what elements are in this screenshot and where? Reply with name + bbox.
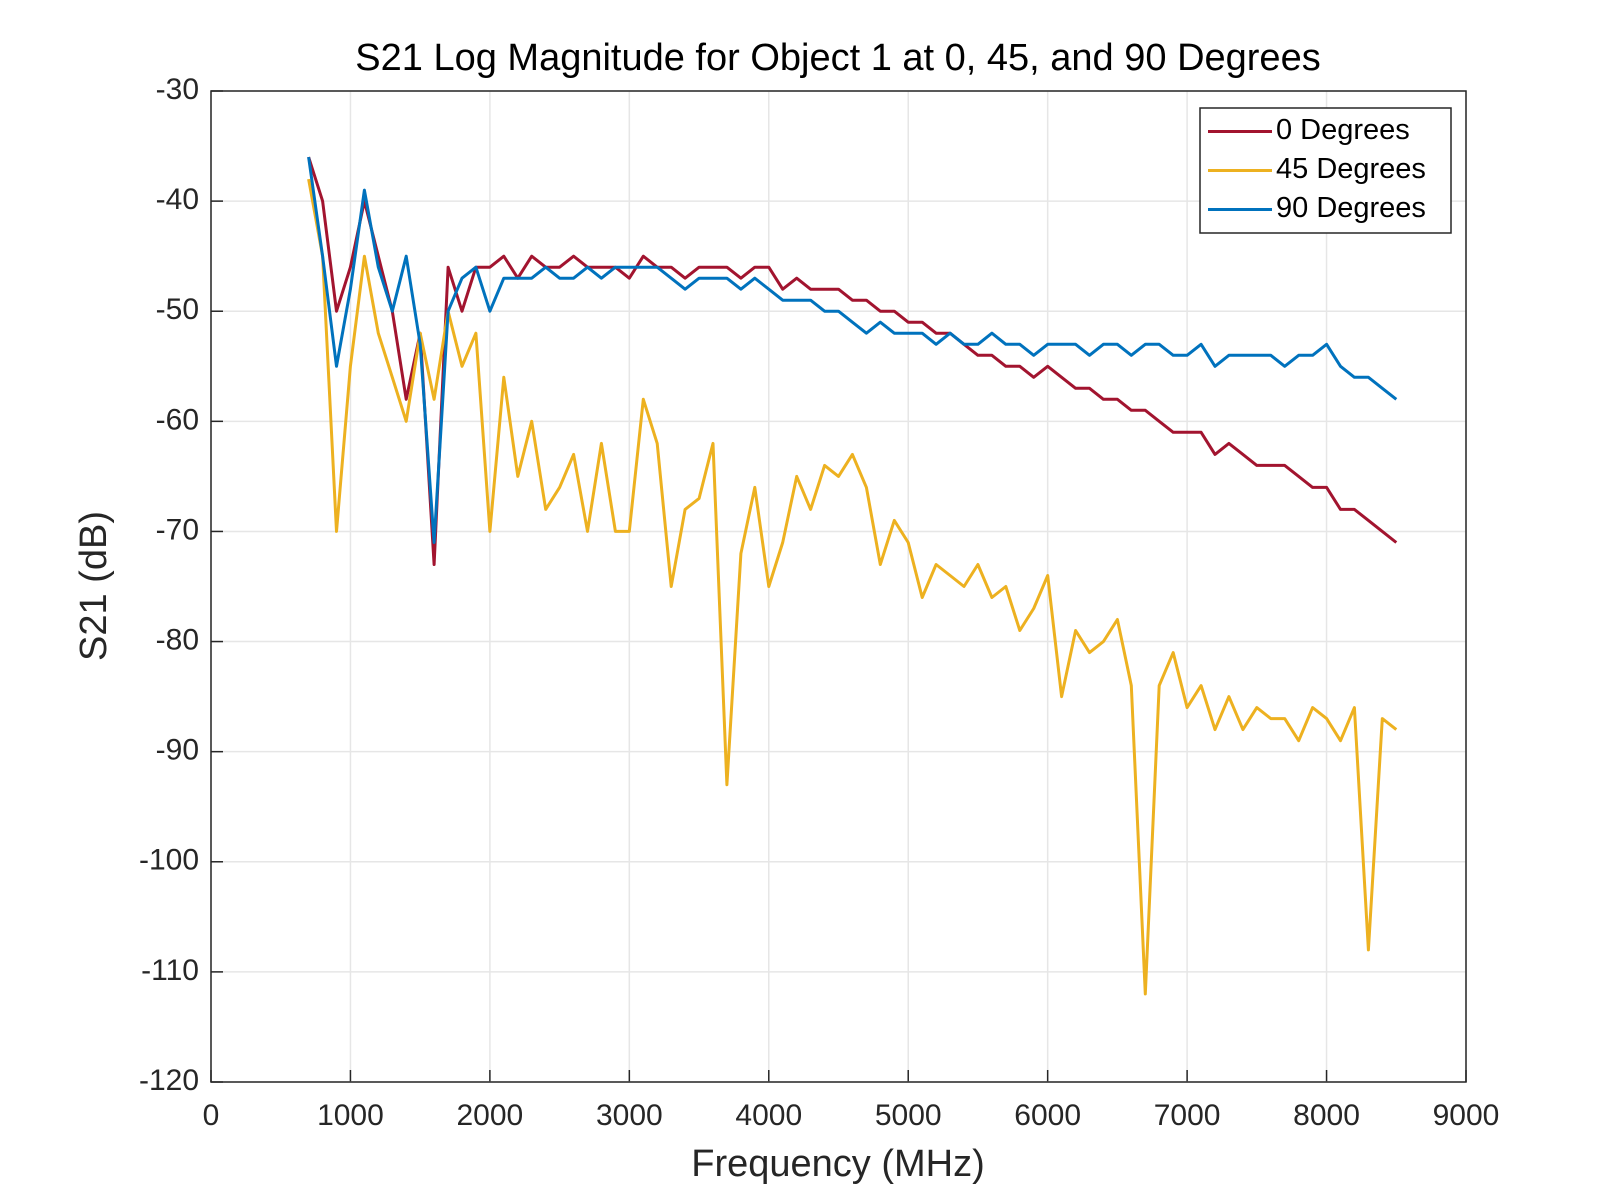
x-tick-label: 9000 — [1433, 1099, 1500, 1132]
y-tick-label: -120 — [139, 1064, 199, 1097]
y-tick-label: -70 — [156, 513, 199, 546]
x-tick-label: 0 — [203, 1099, 220, 1132]
legend: 0 Degrees 45 Degrees 90 Degrees — [1199, 107, 1452, 234]
x-tick-label: 8000 — [1293, 1099, 1360, 1132]
legend-label: 0 Degrees — [1276, 114, 1410, 146]
x-axis-label: Frequency (MHz) — [691, 1143, 985, 1185]
y-tick-label: -100 — [139, 844, 199, 877]
x-tick-label: 7000 — [1154, 1099, 1221, 1132]
y-tick-label: -80 — [156, 623, 199, 656]
x-tick-label: 5000 — [875, 1099, 942, 1132]
y-tick-label: -90 — [156, 734, 199, 767]
x-tick-label: 1000 — [317, 1099, 384, 1132]
data-line — [307, 178, 1398, 996]
data-line — [307, 156, 1398, 566]
data-line — [307, 156, 1398, 544]
x-tick-label: 2000 — [457, 1099, 524, 1132]
y-tick-label: -30 — [156, 73, 199, 106]
x-tick-label: 6000 — [1014, 1099, 1081, 1132]
plot-frame — [210, 90, 1467, 1083]
y-tick-label: -60 — [156, 403, 199, 436]
y-axis-label: S21 (dB) — [73, 511, 115, 661]
y-tick-label: -40 — [156, 183, 199, 216]
chart-title: S21 Log Magnitude for Object 1 at 0, 45,… — [355, 37, 1320, 79]
legend-label: 90 Degrees — [1276, 192, 1426, 224]
y-tick-label: -50 — [156, 293, 199, 326]
x-tick-label: 4000 — [735, 1099, 802, 1132]
legend-label: 45 Degrees — [1276, 153, 1426, 185]
x-tick-label: 3000 — [596, 1099, 663, 1132]
y-tick-label: -110 — [141, 954, 199, 987]
